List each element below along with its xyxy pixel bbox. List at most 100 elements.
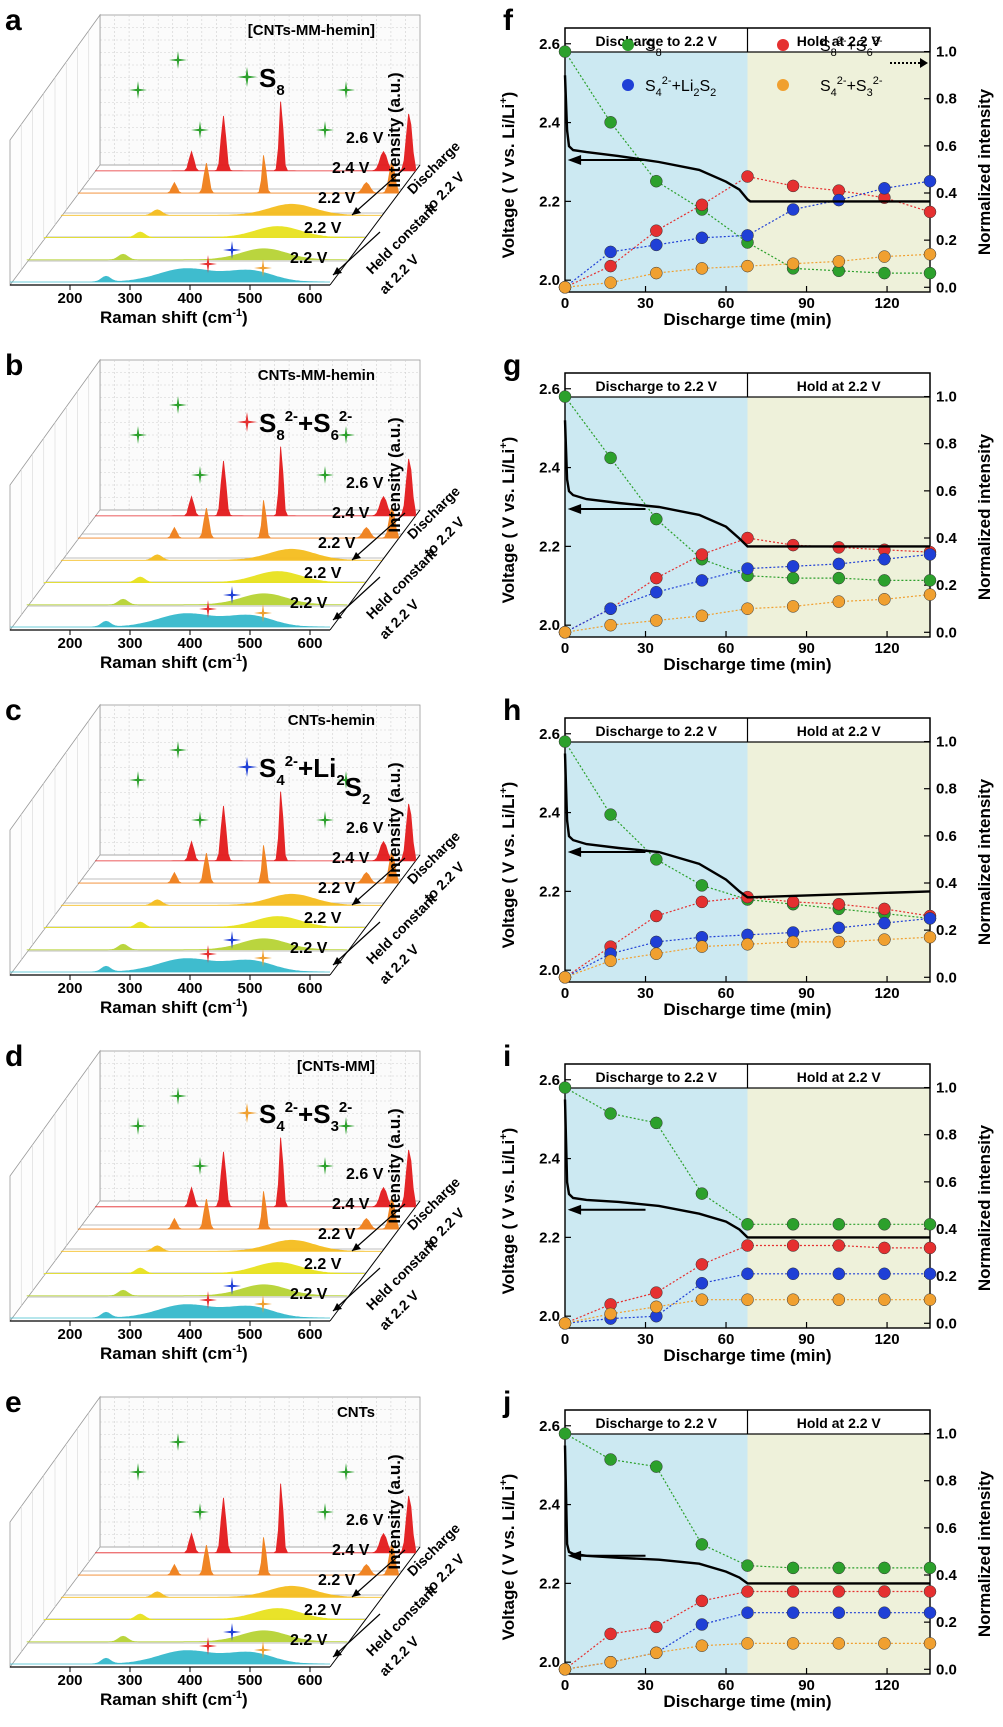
- data-point: [878, 574, 891, 587]
- region-label-discharge: Discharge to 2.2 V: [596, 1415, 718, 1431]
- data-point: [741, 531, 754, 545]
- spectrum-trace: [95, 101, 416, 172]
- x-tick-label: 200: [57, 290, 82, 307]
- voltage-label: 2.4 V: [332, 1196, 370, 1213]
- plot-frame: [564, 27, 931, 293]
- legend-marker: [777, 39, 789, 51]
- species-star-marker: [337, 1117, 355, 1135]
- data-point: [832, 921, 846, 935]
- data-point: [695, 198, 709, 212]
- species-star-marker: [129, 1117, 147, 1135]
- species-star-marker: [169, 396, 187, 414]
- data-point: [650, 1286, 663, 1299]
- x-tick-label: 300: [117, 635, 142, 652]
- x-tick-label: 300: [117, 1672, 142, 1689]
- x-tick-label: 120: [875, 1677, 900, 1694]
- data-point: [878, 1585, 891, 1598]
- region-label-hold: Hold at 2.2 V: [797, 378, 882, 394]
- y-left-tick-label: 2.0: [539, 272, 560, 289]
- x-tick-label: 120: [875, 640, 900, 657]
- y-axis-title: Intensity (a.u.): [385, 1454, 404, 1569]
- species-star-marker: [237, 757, 257, 777]
- x-axis-title: Discharge time (min): [663, 655, 831, 674]
- data-point: [695, 940, 709, 953]
- x-tick-label: 120: [875, 985, 900, 1002]
- data-point: [832, 935, 846, 949]
- y-axis-title: Intensity (a.u.): [385, 762, 404, 877]
- x-axis-title: Raman shift (cm-1): [100, 1343, 248, 1363]
- y-right-tick-label: 1.0: [936, 734, 957, 751]
- sample-name: [CNTs-MM]: [297, 1058, 375, 1075]
- data-point: [558, 281, 572, 294]
- y-right-tick-label: 0.2: [936, 922, 957, 939]
- panel-letter: e: [5, 1386, 22, 1419]
- data-point: [695, 879, 709, 892]
- data-point: [741, 1239, 754, 1252]
- panel-letter: f: [503, 4, 514, 37]
- voltage-curve: [563, 753, 931, 899]
- y-left-tick-label: 2.2: [539, 1575, 560, 1592]
- data-point: [650, 935, 663, 949]
- species-star-marker: [316, 811, 334, 829]
- species-star-marker: [129, 771, 147, 789]
- y-left-tick-label: 2.6: [539, 1418, 560, 1435]
- panel-letter: h: [503, 694, 521, 727]
- species-star-marker: [337, 1463, 355, 1481]
- data-point: [878, 552, 891, 566]
- data-point: [741, 170, 754, 183]
- data-point: [786, 560, 800, 573]
- species-star-marker: [254, 1641, 272, 1659]
- data-point: [604, 808, 617, 821]
- y-right-tick-label: 0.0: [936, 1661, 957, 1678]
- data-point: [878, 902, 891, 916]
- hold-arrow: [332, 231, 381, 276]
- data-point: [832, 255, 846, 268]
- species-star-marker: [337, 81, 355, 99]
- discharge-arrow: [351, 1203, 406, 1252]
- region-label-hold: Hold at 2.2 V: [797, 1069, 882, 1085]
- data-point: [832, 193, 846, 207]
- time-panel-i: i Discharge to 2.2 V Hold at 2.2 V 2.0 2.2 2.…: [498, 1040, 994, 1365]
- data-point: [878, 1267, 891, 1281]
- data-point: [786, 1218, 800, 1231]
- y-left-axis-title: Voltage ( V vs. Li/Li+): [498, 1474, 518, 1641]
- voltage-label: 2.4 V: [332, 1542, 370, 1559]
- data-point: [650, 947, 663, 960]
- data-point: [786, 571, 800, 585]
- species-star-marker: [169, 1433, 187, 1451]
- x-tick-label: 30: [637, 1331, 654, 1348]
- y-right-axis-title: Normalized intensity: [975, 433, 994, 600]
- x-axis-title: Discharge time (min): [663, 1346, 831, 1365]
- data-point: [786, 257, 800, 270]
- x-tick-label: 400: [177, 1326, 202, 1343]
- y-axis-title: Intensity (a.u.): [385, 72, 404, 187]
- x-tick-label: 30: [637, 295, 654, 312]
- species-star-marker: [191, 466, 209, 484]
- x-tick-label: 500: [237, 1672, 262, 1689]
- y-left-tick-label: 2.4: [539, 1151, 561, 1168]
- data-point: [923, 1267, 937, 1281]
- legend-marker: [622, 79, 634, 91]
- back-wall-grid: [99, 1396, 421, 1548]
- spectrum-trace: [43, 1262, 365, 1274]
- y-left-tick-label: 2.6: [539, 726, 560, 743]
- x-tick-label: 60: [718, 640, 735, 657]
- y-axis-title: Intensity (a.u.): [385, 417, 404, 532]
- series-line: [564, 936, 931, 978]
- voltage-label: 2.2 V: [290, 1286, 328, 1303]
- data-point: [695, 231, 709, 245]
- y-left-tick-label: 2.2: [539, 1229, 560, 1246]
- legend-marker: [777, 79, 789, 91]
- data-point: [650, 512, 663, 526]
- data-point: [832, 1585, 846, 1598]
- data-point: [604, 451, 617, 465]
- raman-panel-b: b 200 300 400 500 600 Raman shift (cm-1) Intens…: [5, 349, 468, 672]
- data-point: [786, 1239, 800, 1252]
- data-point: [923, 930, 937, 944]
- y-right-tick-label: 0.8: [936, 1473, 957, 1490]
- data-point: [923, 1561, 937, 1575]
- x-tick-label: 600: [297, 635, 322, 652]
- data-point: [923, 588, 937, 601]
- discharge-arrow: [351, 857, 406, 906]
- x-tick-label: 0: [561, 1331, 569, 1348]
